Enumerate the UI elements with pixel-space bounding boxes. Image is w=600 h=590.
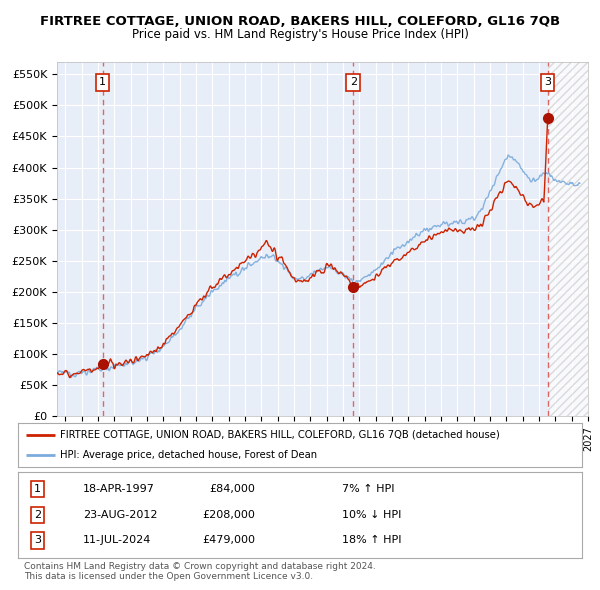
Text: 23-AUG-2012: 23-AUG-2012 [83, 510, 157, 520]
Text: £208,000: £208,000 [202, 510, 255, 520]
Text: 1: 1 [34, 484, 41, 494]
Text: 2: 2 [34, 510, 41, 520]
Text: This data is licensed under the Open Government Licence v3.0.: This data is licensed under the Open Gov… [24, 572, 313, 581]
Text: Contains HM Land Registry data © Crown copyright and database right 2024.: Contains HM Land Registry data © Crown c… [24, 562, 376, 571]
Text: 1: 1 [99, 77, 106, 87]
Text: 3: 3 [544, 77, 551, 87]
Text: FIRTREE COTTAGE, UNION ROAD, BAKERS HILL, COLEFORD, GL16 7QB: FIRTREE COTTAGE, UNION ROAD, BAKERS HILL… [40, 15, 560, 28]
Text: Price paid vs. HM Land Registry's House Price Index (HPI): Price paid vs. HM Land Registry's House … [131, 28, 469, 41]
Text: 18% ↑ HPI: 18% ↑ HPI [342, 536, 402, 545]
Text: 7% ↑ HPI: 7% ↑ HPI [342, 484, 395, 494]
Text: 11-JUL-2024: 11-JUL-2024 [83, 536, 151, 545]
Text: £479,000: £479,000 [202, 536, 255, 545]
Text: 18-APR-1997: 18-APR-1997 [83, 484, 155, 494]
Text: 3: 3 [34, 536, 41, 545]
Text: 10% ↓ HPI: 10% ↓ HPI [342, 510, 401, 520]
Text: HPI: Average price, detached house, Forest of Dean: HPI: Average price, detached house, Fore… [60, 450, 317, 460]
Text: £84,000: £84,000 [209, 484, 255, 494]
Text: 2: 2 [350, 77, 357, 87]
Text: FIRTREE COTTAGE, UNION ROAD, BAKERS HILL, COLEFORD, GL16 7QB (detached house): FIRTREE COTTAGE, UNION ROAD, BAKERS HILL… [60, 430, 500, 440]
